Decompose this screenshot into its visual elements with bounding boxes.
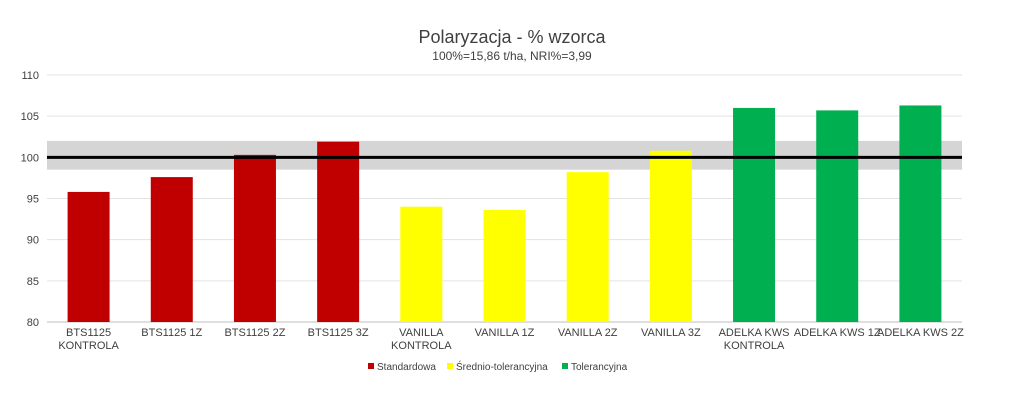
legend-swatch bbox=[447, 363, 453, 369]
y-tick-label: 100 bbox=[21, 152, 39, 164]
x-category-label: VANILLA KONTROLA bbox=[391, 327, 452, 352]
legend-label: Tolerancyjna bbox=[571, 362, 628, 373]
x-category-label: BTS1125 1Z bbox=[141, 327, 202, 339]
x-category-label: ADELKA KWS 1Z bbox=[794, 327, 881, 339]
chart-subtitle: 100%=15,86 t/ha, NRI%=3,99 bbox=[432, 49, 592, 63]
bar bbox=[400, 206, 443, 322]
reference-band bbox=[47, 140, 962, 170]
legend-label: Standardowa bbox=[377, 362, 436, 373]
bar bbox=[733, 107, 776, 322]
bars bbox=[67, 105, 942, 322]
bar bbox=[483, 210, 526, 322]
x-category-label: VANILLA 3Z bbox=[641, 327, 701, 339]
y-tick-label: 105 bbox=[21, 111, 39, 123]
bar bbox=[150, 177, 193, 322]
x-category-label: BTS1125 2Z bbox=[224, 327, 285, 339]
x-category-label: BTS1125 KONTROLA bbox=[58, 327, 119, 352]
y-tick-label: 90 bbox=[27, 235, 39, 247]
reference-band-rect bbox=[47, 140, 962, 170]
chart-title: Polaryzacja - % wzorca bbox=[418, 27, 606, 47]
x-axis-labels: BTS1125 KONTROLA BTS1125 1Z BTS1125 2Z BTS11… bbox=[58, 327, 964, 352]
x-category-label: VANILLA 1Z bbox=[475, 327, 535, 339]
x-category-label: BTS1125 3Z bbox=[308, 327, 369, 339]
legend-label: Średnio-tolerancyjna bbox=[456, 360, 548, 373]
legend-swatch bbox=[368, 363, 374, 369]
x-category-label: VANILLA 2Z bbox=[558, 327, 618, 339]
y-tick-label: 95 bbox=[27, 194, 39, 206]
bar bbox=[317, 141, 360, 322]
y-tick-label: 80 bbox=[27, 317, 39, 329]
y-tick-label: 85 bbox=[27, 276, 39, 288]
bar bbox=[816, 110, 859, 322]
y-axis: 80 85 90 95 100 105 110 bbox=[21, 70, 39, 329]
x-category-label: ADELKA KWS KONTROLA bbox=[719, 327, 790, 352]
bar bbox=[233, 154, 276, 322]
x-category-label: ADELKA KWS 2Z bbox=[877, 327, 964, 339]
legend-swatch bbox=[562, 363, 568, 369]
bar bbox=[649, 150, 692, 322]
bar bbox=[566, 172, 609, 322]
y-tick-label: 110 bbox=[21, 70, 39, 82]
legend: Standardowa Średnio-tolerancyjna Tolerancy… bbox=[368, 360, 628, 373]
bar bbox=[67, 191, 110, 322]
bar bbox=[899, 105, 942, 322]
